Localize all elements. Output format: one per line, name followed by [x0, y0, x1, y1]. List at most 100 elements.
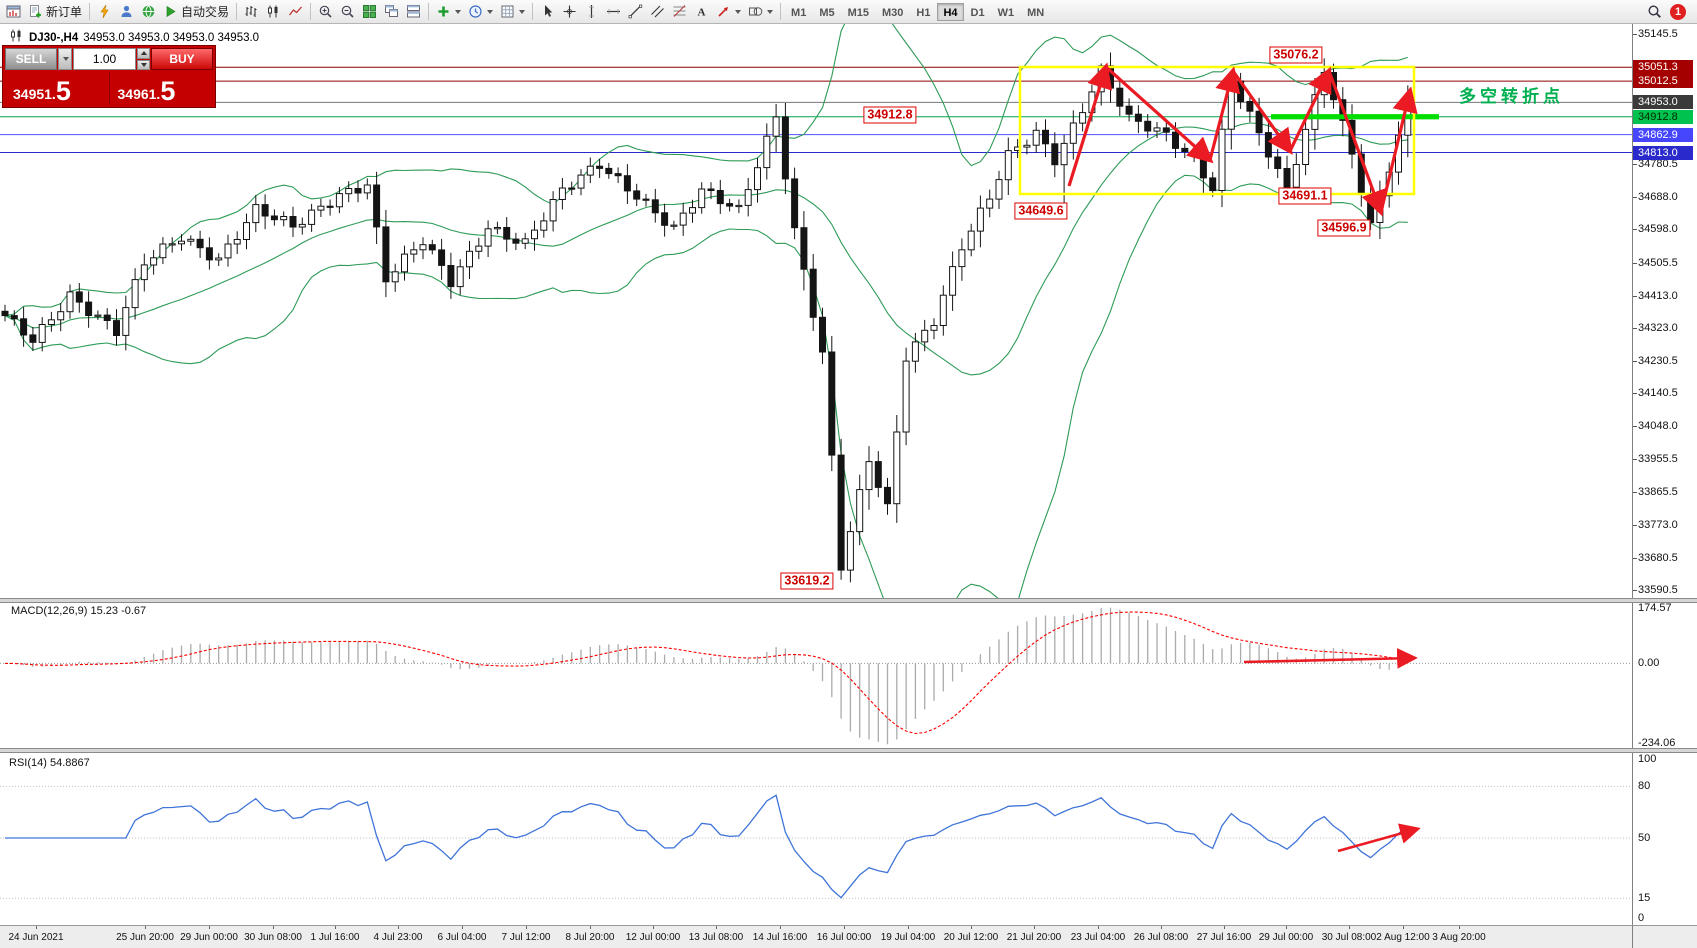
timeframe-m30-button[interactable]: M30	[876, 3, 909, 21]
volume-dropdown-button[interactable]	[58, 48, 72, 70]
timeframe-h4-button[interactable]: H4	[937, 2, 964, 21]
time-tick-label: 16 Jul 00:00	[816, 932, 872, 943]
chevron-down-icon	[487, 9, 494, 14]
quick-trade-button[interactable]	[94, 1, 115, 22]
time-tick-mark	[1161, 926, 1162, 929]
price-callout-label[interactable]: 34596.9	[1317, 219, 1371, 237]
timeframe-m1-button[interactable]: M1	[785, 3, 812, 21]
channel-icon	[651, 5, 664, 18]
auto-trading-button[interactable]: 自动交易	[160, 1, 232, 22]
svg-text:A: A	[698, 7, 706, 19]
timeframe-mn-button[interactable]: MN	[1021, 3, 1050, 21]
chart-symbol-period: DJ30-,H4	[29, 31, 79, 44]
volume-input[interactable]	[73, 48, 136, 70]
candlestick-chart-button[interactable]	[263, 1, 284, 22]
periods-button[interactable]	[465, 1, 496, 22]
profile-button[interactable]	[116, 1, 137, 22]
timeframe-m15-button[interactable]: M15	[842, 3, 875, 21]
chart-title: DJ30-,H4 34953.0 34953.0 34953.0 34953.0	[6, 28, 263, 47]
timeframe-d1-button[interactable]: D1	[965, 3, 991, 21]
time-tick-label: 24 Jun 2021	[8, 932, 64, 943]
volume-decrease-button[interactable]	[137, 59, 150, 70]
arrange-windows-button[interactable]	[403, 1, 424, 22]
tile-windows-button[interactable]	[359, 1, 380, 22]
time-tick-label: 23 Jul 04:00	[1070, 932, 1126, 943]
price-chart[interactable]	[0, 24, 1632, 598]
axis-tick-mark	[1633, 361, 1637, 362]
horizontal-line-button[interactable]	[603, 1, 624, 22]
panel-splitter[interactable]	[0, 748, 1697, 753]
line-chart-button[interactable]	[285, 1, 306, 22]
time-tick-mark	[398, 926, 399, 929]
axis-tick-mark	[1633, 34, 1637, 35]
time-tick-label: 13 Jul 08:00	[688, 932, 744, 943]
community-button[interactable]	[138, 1, 159, 22]
search-button[interactable]	[1644, 1, 1665, 22]
zoom-in-button[interactable]	[315, 1, 336, 22]
price-tick-label: 34598.0	[1638, 223, 1678, 235]
timeframe-m5-button[interactable]: M5	[813, 3, 840, 21]
chevron-down-icon	[519, 9, 526, 14]
price-callout-label[interactable]: 34912.8	[863, 106, 917, 124]
arrange-icon	[407, 5, 421, 18]
buy-price[interactable]: 34961. 5	[109, 72, 213, 105]
timeframe-w1-button[interactable]: W1	[992, 3, 1021, 21]
time-axis[interactable]: 24 Jun 2021 25 Jun 20:00 29 Jun 00:00 30 Ju…	[0, 925, 1632, 948]
candles-icon	[11, 29, 21, 42]
toolbar-separator	[780, 3, 782, 20]
vertical-line-button[interactable]	[581, 1, 602, 22]
channel-button[interactable]	[647, 1, 668, 22]
time-tick-mark	[145, 926, 146, 929]
bull-bear-turning-point-annotation[interactable]: 多空转折点	[1459, 87, 1564, 106]
new-order-button[interactable]: 新订单	[25, 1, 85, 22]
sell-price[interactable]: 34951. 5	[5, 72, 110, 105]
sell-button[interactable]: SELL	[5, 48, 57, 70]
toolbar-separator	[89, 3, 91, 20]
chart-window-button[interactable]	[3, 1, 24, 22]
bar-chart-button[interactable]	[241, 1, 262, 22]
price-callout-label[interactable]: 33619.2	[780, 572, 834, 590]
time-tick-label: 29 Jun 00:00	[180, 932, 238, 943]
shapes-button[interactable]	[745, 1, 776, 22]
volume-increase-button[interactable]	[137, 48, 150, 59]
price-callout-label[interactable]: 35076.2	[1269, 46, 1323, 64]
price-callout-label[interactable]: 34691.1	[1278, 187, 1332, 205]
bars-icon	[245, 6, 257, 17]
price-callout-label[interactable]: 34649.6	[1014, 202, 1068, 220]
time-tick-label: 3 Aug 20:00	[1432, 932, 1486, 943]
price-axis[interactable]: 35145.5 34780.5 34688.0 34598.0 34505.5 34413…	[1632, 24, 1697, 925]
panel-splitter[interactable]	[0, 598, 1697, 603]
trendline-button[interactable]	[625, 1, 646, 22]
crosshair-button[interactable]	[559, 1, 580, 22]
cascade-windows-button[interactable]	[381, 1, 402, 22]
notification-badge[interactable]: 1	[1670, 3, 1686, 20]
time-tick-label: 8 Jul 20:00	[565, 932, 615, 943]
rsi-panel[interactable]	[0, 752, 1632, 924]
buy-button[interactable]: BUY	[151, 48, 213, 70]
rsi-axis-label: 50	[1638, 832, 1651, 844]
zigzag-arrow	[1288, 66, 1332, 152]
cursor-button[interactable]	[537, 1, 558, 22]
macd-axis-label: -234.06	[1638, 737, 1676, 749]
timeframe-h1-button[interactable]: H1	[910, 3, 936, 21]
price-tick-label: 34780.5	[1638, 158, 1678, 170]
zoom-out-button[interactable]	[337, 1, 358, 22]
time-tick-label: 27 Jul 16:00	[1196, 932, 1252, 943]
time-tick-mark	[462, 926, 463, 929]
indicators-button[interactable]	[433, 1, 464, 22]
templates-button[interactable]	[497, 1, 528, 22]
text-button[interactable]: A	[691, 1, 712, 22]
arrows-button[interactable]	[713, 1, 744, 22]
chart-ohlc-values: 34953.0 34953.0 34953.0 34953.0	[83, 31, 260, 44]
time-tick-mark	[1349, 926, 1350, 929]
price-line-badge: 35051.3	[1633, 60, 1693, 74]
price-tick-label: 34048.0	[1638, 420, 1678, 432]
fibonacci-button[interactable]	[669, 1, 690, 22]
macd-axis-label: 174.57	[1638, 602, 1672, 614]
macd-panel[interactable]	[0, 601, 1632, 747]
zigzag-arrow	[1067, 62, 1113, 187]
time-tick-label: 29 Jul 00:00	[1258, 932, 1314, 943]
macd-trend-arrow	[1243, 648, 1418, 669]
lightning-icon	[100, 4, 109, 19]
rsi-axis-label: 80	[1638, 780, 1651, 792]
